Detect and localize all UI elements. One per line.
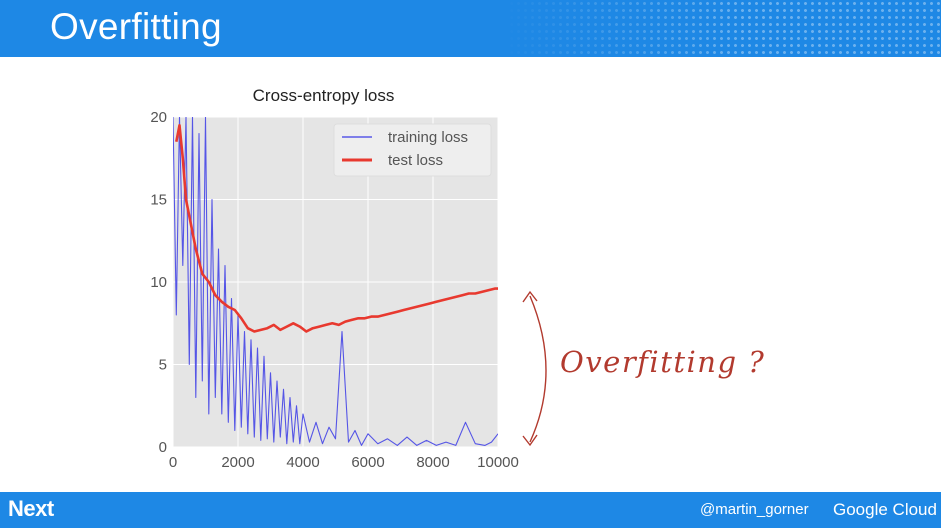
- y-tick-label: 20: [150, 109, 167, 126]
- legend-label: test loss: [388, 152, 443, 169]
- slide-title: Overfitting: [50, 6, 222, 47]
- slide-footer: Next @martin_gorner Google Cloud: [0, 492, 941, 528]
- y-tick-label: 0: [159, 439, 167, 456]
- bracket-arc: [529, 295, 547, 443]
- series-line-test-loss: [175, 124, 498, 333]
- slide-header: Overfitting: [0, 0, 941, 57]
- legend-label: training loss: [388, 129, 468, 146]
- author-handle: @martin_gorner: [700, 501, 809, 518]
- y-tick-label: 10: [150, 274, 167, 291]
- y-tick-label: 15: [150, 192, 167, 209]
- x-tick-label: 8000: [416, 454, 449, 471]
- legend: training loss test loss: [333, 123, 492, 177]
- arrowhead-down: [522, 434, 538, 447]
- header-dot-pattern: [501, 0, 941, 57]
- annotation: Overfitting ?: [522, 290, 765, 447]
- series-line-training-loss: [173, 117, 498, 446]
- x-tick-label: 6000: [351, 454, 384, 471]
- x-tick-label: 4000: [286, 454, 319, 471]
- chart-title: Cross-entropy loss: [253, 86, 395, 105]
- x-tick-label: 0: [169, 454, 177, 471]
- x-tick-label: 2000: [221, 454, 254, 471]
- google-cloud-logo: Google Cloud: [833, 500, 937, 519]
- arrowhead-up: [522, 290, 538, 303]
- legend-box: [333, 123, 492, 177]
- grid-lines: [172, 116, 499, 448]
- x-tick-label: 10000: [477, 454, 519, 471]
- axis-ticks: 0 2000 4000 6000 8000 10000 0 5 10 15 20: [150, 109, 519, 471]
- y-tick-label: 5: [159, 357, 167, 374]
- series-layer: [173, 117, 498, 446]
- next-logo: Next: [8, 496, 54, 521]
- overfitting-annotation: Overfitting ?: [560, 345, 765, 379]
